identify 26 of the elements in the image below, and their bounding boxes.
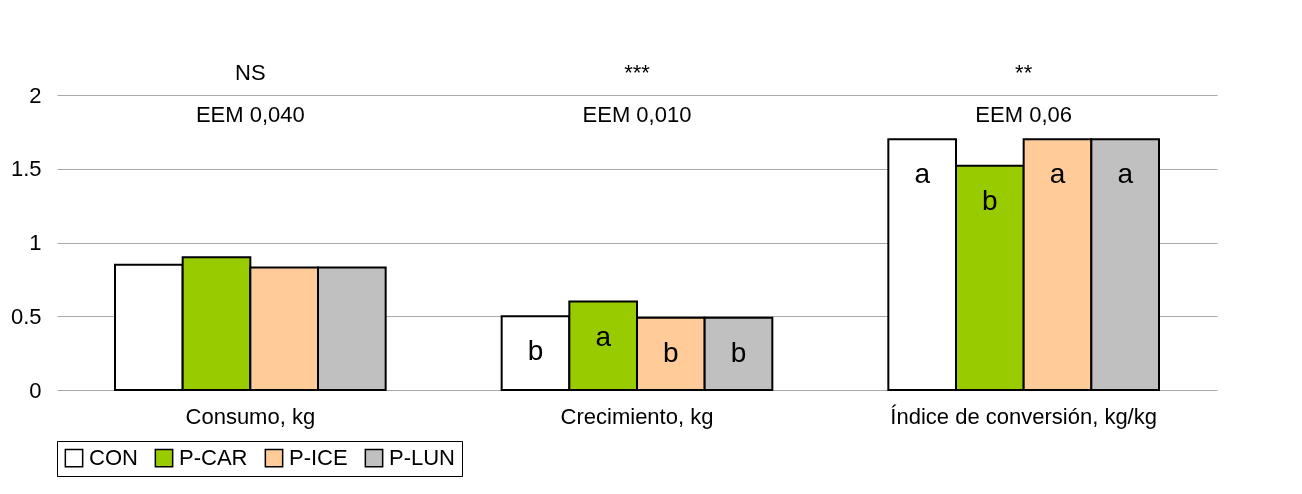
data-label: a: [1049, 158, 1066, 190]
data-label: b: [982, 184, 998, 216]
legend-label: P-LUN: [389, 445, 456, 471]
data-label: a: [914, 158, 931, 190]
y-tick-label: 2: [29, 82, 42, 108]
data-label: b: [730, 336, 747, 368]
x-tick-label: Consumo, kg: [185, 403, 316, 429]
text: NS: [235, 60, 266, 85]
legend-label: P-CAR: [179, 445, 248, 471]
annotation: EEM 0,040: [195, 102, 305, 127]
text: **: [1015, 60, 1033, 85]
legend-label: P-ICE: [289, 445, 348, 471]
y-tick-label: 0.5: [10, 303, 42, 329]
x-tick-label: Crecimiento, kg: [560, 403, 714, 429]
annotation: EEM 0,010: [582, 102, 692, 127]
legend-label: CON: [89, 445, 138, 471]
data-label: a: [595, 320, 612, 352]
text: ***: [624, 60, 651, 85]
y-tick-label: 1.5: [10, 156, 42, 182]
y-tick-label: 0: [29, 377, 42, 403]
data-label: b: [527, 335, 544, 367]
data-label: a: [1117, 158, 1134, 190]
y-tick-label: 1: [29, 230, 42, 255]
data-label: b: [663, 336, 679, 368]
x-tick-label: Índice de conversión, kg/kg: [890, 403, 1157, 429]
annotation: EEM 0,06: [975, 102, 1072, 127]
